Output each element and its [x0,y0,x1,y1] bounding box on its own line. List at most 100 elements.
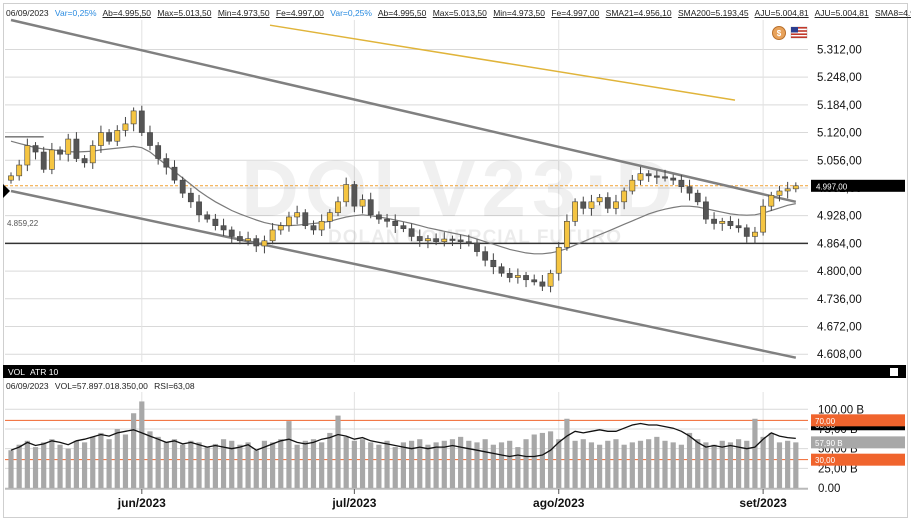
candle-body [792,185,799,190]
candle-body [343,184,350,203]
candle-body [678,179,685,187]
volume-bar [171,439,178,488]
candle-body [425,238,431,242]
volume-bar [270,442,276,488]
volume-bar [695,439,701,488]
candle-body [220,225,227,231]
volume-bar [474,442,480,488]
volume-bar [24,440,30,488]
candle-body [465,241,472,244]
subpanel-vol: VOL=57.897.018.350,00 [54,381,148,391]
y-tick-label: 5.120,00 [817,128,862,140]
candle-body [408,228,415,237]
candle-body [392,221,399,226]
volume-bar [556,439,562,488]
candle-body [155,145,162,159]
volume-bar [229,440,235,488]
volume-bar [793,442,799,488]
candle-body [531,279,538,283]
volume-bar [744,440,750,488]
volume-bar [343,436,349,488]
volume-bar [41,442,47,488]
volume-bar [654,436,660,488]
header-info-line: 06/09/2023 Var=0,25% Ab=4.995,50 Max=5.0… [6,8,911,18]
candle-body [89,145,96,164]
candle-body [261,240,268,247]
volume-bar [498,442,505,488]
volume-bar [286,421,292,488]
volume-bar [490,444,496,488]
volume-bar [384,440,390,488]
volume-bar [180,444,186,488]
subpanel-maximize-icon[interactable] [890,368,898,376]
volume-bar [678,444,684,488]
volume-bar [523,439,529,488]
candle-body [106,132,113,142]
volume-bar [376,444,382,488]
volume-bar [572,440,578,488]
volume-bar [204,447,210,488]
left-scroll-arrow-icon[interactable] [3,184,10,198]
candle-body [400,225,407,229]
volume-bar [768,432,774,488]
candle-body [228,229,235,237]
candle-body [40,151,47,170]
candle-body [711,218,717,224]
volume-bar [261,440,268,488]
candle-body [670,177,677,181]
candle-body [277,225,284,231]
volume-bar [98,432,104,488]
candle-body [367,199,374,216]
volume-bar [776,442,783,488]
volume-bar [547,431,554,488]
header-close-2: Fe=4.997,00 [551,8,600,18]
candle-body [98,132,104,146]
volume-bar [335,415,341,488]
last-price-label: 4.997,00 [816,182,848,191]
candle-body [784,188,791,192]
candle-body [351,184,358,207]
candle-body [506,272,513,278]
volume-bar [449,439,456,488]
candle-body [768,195,775,207]
candle-body [204,214,211,220]
volume-bar [57,444,63,488]
candle-body [621,190,628,203]
volume-bar [139,401,145,488]
volume-bar [81,442,88,488]
volume-bar [621,444,627,488]
volume-bar [425,444,431,488]
candle-body [588,201,595,209]
candle-body [449,238,456,241]
volume-bar [196,442,202,488]
candle-body [310,225,317,231]
subpanel-date: 06/09/2023 [6,381,49,391]
subpanel-tab-vol[interactable]: VOL [8,367,25,377]
volume-bar [564,418,570,488]
volume-bar [711,444,717,488]
candle-body [48,149,55,170]
sub-value-tag-label: 70,00 [815,417,836,426]
candle-body [196,201,202,216]
volume-bar [73,440,80,488]
candle-body [269,229,276,242]
volume-bar [719,440,725,488]
candle-body [694,192,701,203]
subpanel-tab-atr[interactable]: ATR 10 [30,367,58,377]
candle-body [81,158,88,164]
header-max: Max=5.013,50 [157,8,212,18]
volume-bar [531,434,537,488]
candle-body [743,227,750,237]
candle-body [555,246,562,274]
volume-bar [686,432,693,488]
candle-body [596,197,603,203]
candle-body [416,236,423,242]
volume-bar [515,447,521,488]
y-tick-label: 5.248,00 [817,72,862,84]
candle-body [686,186,693,194]
y-tick-label: 5.312,00 [817,44,862,56]
volume-bar [703,442,709,488]
volume-bar [588,442,595,488]
candle-body [662,176,668,179]
